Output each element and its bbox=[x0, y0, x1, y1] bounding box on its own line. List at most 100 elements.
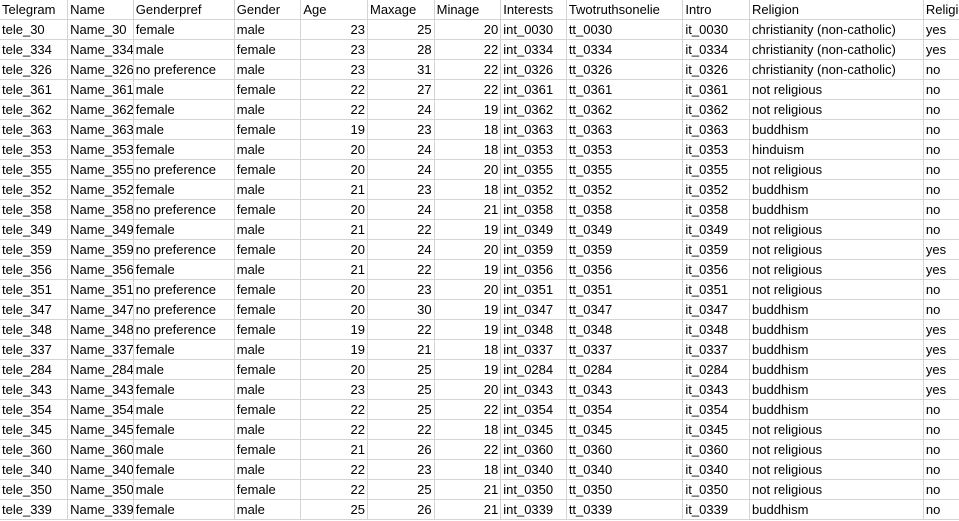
table-cell[interactable]: it_0326 bbox=[682, 59, 751, 80]
table-cell[interactable]: not religious bbox=[749, 79, 924, 100]
table-cell[interactable]: it_0351 bbox=[682, 279, 751, 300]
table-cell[interactable]: Name_347 bbox=[67, 299, 134, 320]
table-cell[interactable]: tele_350 bbox=[0, 479, 69, 500]
table-cell[interactable]: female bbox=[133, 179, 235, 200]
table-cell[interactable]: no bbox=[923, 219, 959, 240]
table-cell[interactable]: 20 bbox=[434, 379, 502, 400]
header-cell[interactable]: Minage bbox=[434, 0, 502, 20]
table-cell[interactable]: 22 bbox=[300, 399, 368, 420]
table-cell[interactable]: yes bbox=[923, 339, 959, 360]
table-cell[interactable]: Name_348 bbox=[67, 319, 134, 340]
table-cell[interactable]: buddhism bbox=[749, 499, 924, 520]
table-cell[interactable]: male bbox=[234, 419, 302, 440]
table-cell[interactable]: 22 bbox=[434, 399, 502, 420]
table-cell[interactable]: it_0353 bbox=[682, 139, 751, 160]
table-cell[interactable]: no bbox=[923, 179, 959, 200]
table-cell[interactable]: 20 bbox=[434, 239, 502, 260]
table-cell[interactable]: 25 bbox=[367, 399, 435, 420]
table-cell[interactable]: tt_0362 bbox=[566, 99, 684, 120]
table-cell[interactable]: tt_0354 bbox=[566, 399, 684, 420]
table-cell[interactable]: no bbox=[923, 439, 959, 460]
table-cell[interactable]: 22 bbox=[367, 419, 435, 440]
table-cell[interactable]: it_0352 bbox=[682, 179, 751, 200]
table-cell[interactable]: Name_361 bbox=[67, 79, 134, 100]
table-cell[interactable]: 25 bbox=[367, 479, 435, 500]
table-cell[interactable]: tele_345 bbox=[0, 419, 69, 440]
table-cell[interactable]: int_0340 bbox=[500, 459, 567, 480]
table-cell[interactable]: 20 bbox=[300, 139, 368, 160]
table-cell[interactable]: 19 bbox=[434, 259, 502, 280]
table-cell[interactable]: int_0334 bbox=[500, 39, 567, 60]
table-cell[interactable]: male bbox=[234, 459, 302, 480]
table-cell[interactable]: int_0356 bbox=[500, 259, 567, 280]
table-cell[interactable]: int_0359 bbox=[500, 239, 567, 260]
table-cell[interactable]: not religious bbox=[749, 479, 924, 500]
table-cell[interactable]: 27 bbox=[367, 79, 435, 100]
table-cell[interactable]: tele_354 bbox=[0, 399, 69, 420]
table-cell[interactable]: 31 bbox=[367, 59, 435, 80]
table-cell[interactable]: no bbox=[923, 419, 959, 440]
table-cell[interactable]: not religious bbox=[749, 219, 924, 240]
table-cell[interactable]: female bbox=[234, 239, 302, 260]
table-cell[interactable]: 21 bbox=[300, 259, 368, 280]
table-cell[interactable]: male bbox=[234, 379, 302, 400]
table-cell[interactable]: 21 bbox=[367, 339, 435, 360]
table-cell[interactable]: not religious bbox=[749, 279, 924, 300]
table-cell[interactable]: 21 bbox=[300, 219, 368, 240]
table-cell[interactable]: tt_0355 bbox=[566, 159, 684, 180]
table-cell[interactable]: no bbox=[923, 199, 959, 220]
table-cell[interactable]: 19 bbox=[434, 99, 502, 120]
table-cell[interactable]: no bbox=[923, 159, 959, 180]
table-cell[interactable]: Name_339 bbox=[67, 499, 134, 520]
table-cell[interactable]: male bbox=[234, 259, 302, 280]
table-cell[interactable]: int_0350 bbox=[500, 479, 567, 500]
header-cell[interactable]: Maxage bbox=[367, 0, 435, 20]
header-cell[interactable]: Telegram bbox=[0, 0, 69, 20]
header-cell[interactable]: Twotruthsonelie bbox=[566, 0, 684, 20]
table-cell[interactable]: tele_352 bbox=[0, 179, 69, 200]
header-cell[interactable]: Age bbox=[300, 0, 368, 20]
header-cell[interactable]: Gender bbox=[234, 0, 302, 20]
table-cell[interactable]: male bbox=[234, 339, 302, 360]
table-cell[interactable]: tt_0345 bbox=[566, 419, 684, 440]
table-cell[interactable]: buddhism bbox=[749, 359, 924, 380]
table-cell[interactable]: Name_352 bbox=[67, 179, 134, 200]
table-cell[interactable]: 18 bbox=[434, 419, 502, 440]
table-cell[interactable]: 20 bbox=[300, 279, 368, 300]
table-cell[interactable]: 23 bbox=[300, 59, 368, 80]
table-cell[interactable]: 20 bbox=[300, 299, 368, 320]
table-cell[interactable]: it_0339 bbox=[682, 499, 751, 520]
table-cell[interactable]: it_0356 bbox=[682, 259, 751, 280]
table-cell[interactable]: 30 bbox=[367, 299, 435, 320]
table-cell[interactable]: 19 bbox=[300, 119, 368, 140]
table-cell[interactable]: 25 bbox=[367, 359, 435, 380]
table-cell[interactable]: yes bbox=[923, 39, 959, 60]
table-cell[interactable]: 24 bbox=[367, 159, 435, 180]
table-cell[interactable]: Name_353 bbox=[67, 139, 134, 160]
table-cell[interactable]: 25 bbox=[367, 19, 435, 40]
table-cell[interactable]: int_0351 bbox=[500, 279, 567, 300]
table-cell[interactable]: int_0343 bbox=[500, 379, 567, 400]
table-cell[interactable]: female bbox=[133, 259, 235, 280]
table-cell[interactable]: female bbox=[234, 399, 302, 420]
table-cell[interactable]: int_0347 bbox=[500, 299, 567, 320]
table-cell[interactable]: 22 bbox=[300, 479, 368, 500]
table-cell[interactable]: 23 bbox=[367, 179, 435, 200]
table-cell[interactable]: it_0359 bbox=[682, 239, 751, 260]
table-cell[interactable]: not religious bbox=[749, 419, 924, 440]
table-cell[interactable]: 20 bbox=[434, 19, 502, 40]
table-cell[interactable]: buddhism bbox=[749, 199, 924, 220]
table-cell[interactable]: int_0339 bbox=[500, 499, 567, 520]
table-cell[interactable]: tele_334 bbox=[0, 39, 69, 60]
table-cell[interactable]: tele_284 bbox=[0, 359, 69, 380]
table-cell[interactable]: 20 bbox=[300, 159, 368, 180]
table-cell[interactable]: int_0337 bbox=[500, 339, 567, 360]
table-cell[interactable]: Name_363 bbox=[67, 119, 134, 140]
table-cell[interactable]: it_0355 bbox=[682, 159, 751, 180]
table-cell[interactable]: Name_345 bbox=[67, 419, 134, 440]
table-cell[interactable]: tt_0337 bbox=[566, 339, 684, 360]
table-cell[interactable]: it_0284 bbox=[682, 359, 751, 380]
table-cell[interactable]: tt_0352 bbox=[566, 179, 684, 200]
table-cell[interactable]: 22 bbox=[434, 59, 502, 80]
table-cell[interactable]: Name_284 bbox=[67, 359, 134, 380]
